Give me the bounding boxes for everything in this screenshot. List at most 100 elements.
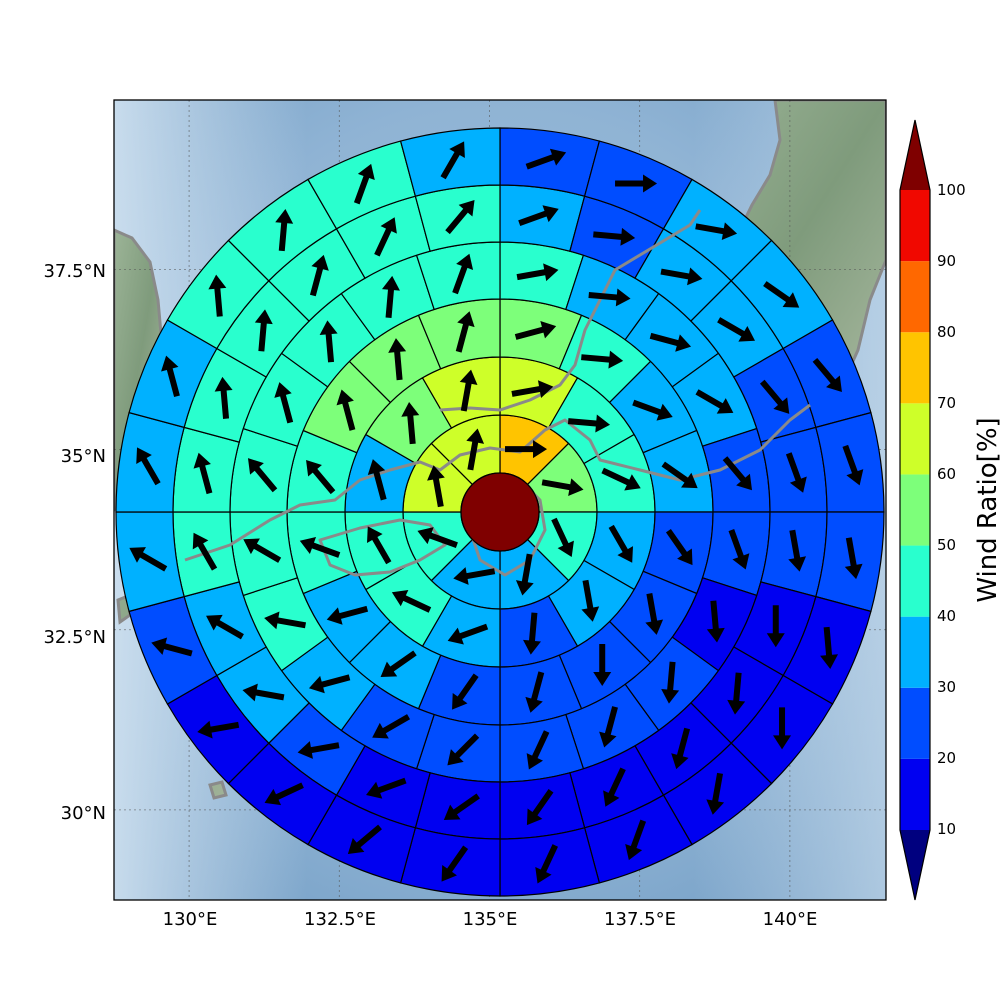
wind-arrow <box>441 845 469 882</box>
wind-arrow <box>274 382 294 424</box>
wind-arrow <box>717 317 756 342</box>
wind-arrow <box>812 357 842 393</box>
wind-arrow <box>625 819 647 861</box>
wind-arrow <box>608 524 634 563</box>
wind-arrow <box>206 614 244 640</box>
lon-tick-label: 132.5°E <box>304 909 376 930</box>
wind-arrow <box>447 623 489 645</box>
wind-arrow <box>197 720 240 739</box>
wind-arrow <box>763 281 800 308</box>
wind-arrow <box>151 637 193 657</box>
wind-arrow <box>347 824 382 854</box>
lon-tick-label: 135°E <box>463 909 518 930</box>
wind-arrow <box>581 579 600 622</box>
wind-arrow <box>535 844 558 884</box>
colorbar-outline <box>899 119 931 901</box>
colorbar-tick-label: 90 <box>937 252 956 270</box>
wind-arrow <box>452 253 474 295</box>
colorbar-tick-labels: 10 20 30 40 50 60 70 80 90 100 <box>937 181 966 838</box>
wind-arrow <box>722 456 753 491</box>
wind-arrow <box>336 389 356 431</box>
wind-arrow <box>525 148 567 170</box>
wind-arrow <box>728 529 750 570</box>
wind-arrow <box>820 626 839 669</box>
wind-arrow <box>695 222 738 241</box>
wind-arrow <box>766 605 785 648</box>
wind-arrow <box>319 320 338 363</box>
wind-arrow <box>671 727 691 770</box>
colorbar-tick-label: 80 <box>937 323 956 341</box>
wind-arrow <box>129 547 168 572</box>
wind-arrow <box>382 275 400 319</box>
colorbar-tick-label: 30 <box>937 678 956 696</box>
wind-ratio-sector <box>115 411 185 513</box>
wind-arrow <box>459 369 478 412</box>
colorbar-tick-label: 50 <box>937 536 956 554</box>
colorbar-segment <box>900 687 930 759</box>
wind-arrow <box>242 683 285 702</box>
wind-arrow <box>161 355 180 398</box>
wind-arrow <box>443 793 480 820</box>
wind-arrow <box>665 528 693 566</box>
wind-arrow <box>588 288 631 307</box>
colorbar-segment <box>900 190 930 262</box>
lat-tick-label: 37.5°N <box>43 261 106 282</box>
wind-arrow <box>615 174 658 193</box>
wind-arrow <box>759 379 790 414</box>
colorbar-segment <box>900 474 930 546</box>
wind-arrow <box>649 332 692 352</box>
map-area <box>114 100 886 900</box>
wind-arrow <box>452 673 479 710</box>
wind-arrow <box>309 254 329 297</box>
colorbar-segment <box>900 403 930 475</box>
wind-arrow <box>511 380 554 398</box>
wind-arrow <box>366 526 392 565</box>
wind-arrow <box>192 532 218 571</box>
colorbar-tick-label: 10 <box>937 820 956 838</box>
wind-arrow <box>523 612 541 655</box>
wind-arrow <box>264 782 304 806</box>
wind-arrow <box>326 605 369 625</box>
wind-arrow <box>773 707 792 750</box>
wind-arrow <box>645 593 664 635</box>
colorbar-tick-label: 20 <box>937 749 956 767</box>
wind-arrow <box>603 767 626 807</box>
wind-arrow <box>551 517 574 558</box>
wind-arrow <box>505 440 548 459</box>
wind-arrow <box>440 141 465 180</box>
wind-arrow <box>308 674 351 694</box>
colorbar-tick-label: 40 <box>937 607 956 625</box>
wind-arrow <box>593 227 636 246</box>
wind-arrow <box>661 461 698 489</box>
wind-arrow <box>264 611 307 630</box>
wind-arrow <box>208 274 227 317</box>
longitude-tick-labels: 130°E 132.5°E 135°E 137.5°E 140°E <box>163 909 818 930</box>
wind-arrow <box>514 321 557 340</box>
colorbar-tick-label: 60 <box>937 465 956 483</box>
wind-arrow <box>136 447 161 486</box>
wind-arrow <box>526 730 550 770</box>
wind-arrow <box>374 217 397 257</box>
wind-arrow <box>299 537 341 558</box>
wind-ratio-sector <box>399 827 501 897</box>
lon-tick-label: 137.5°E <box>604 909 676 930</box>
wind-arrow <box>417 527 458 549</box>
wind-arrow <box>661 661 680 704</box>
wind-ratio-sector <box>815 511 885 613</box>
wind-arrow <box>366 777 407 799</box>
wind-arrow <box>844 537 863 580</box>
wind-arrow <box>447 733 480 766</box>
wind-arrow <box>541 478 584 497</box>
wind-arrow <box>727 672 746 715</box>
wind-arrow <box>388 338 407 381</box>
colorbar-max-extension <box>900 120 930 190</box>
wind-arrow <box>193 452 213 495</box>
wind-arrow <box>254 309 273 352</box>
wind-arrow <box>518 205 559 227</box>
wind-arrow <box>788 529 807 572</box>
wind-arrows <box>129 141 864 884</box>
wind-arrow <box>785 452 807 493</box>
colorbar-title: Wind Ratio[%] <box>973 417 1000 602</box>
wind-arrow <box>243 538 282 563</box>
wind-arrow <box>695 389 734 414</box>
